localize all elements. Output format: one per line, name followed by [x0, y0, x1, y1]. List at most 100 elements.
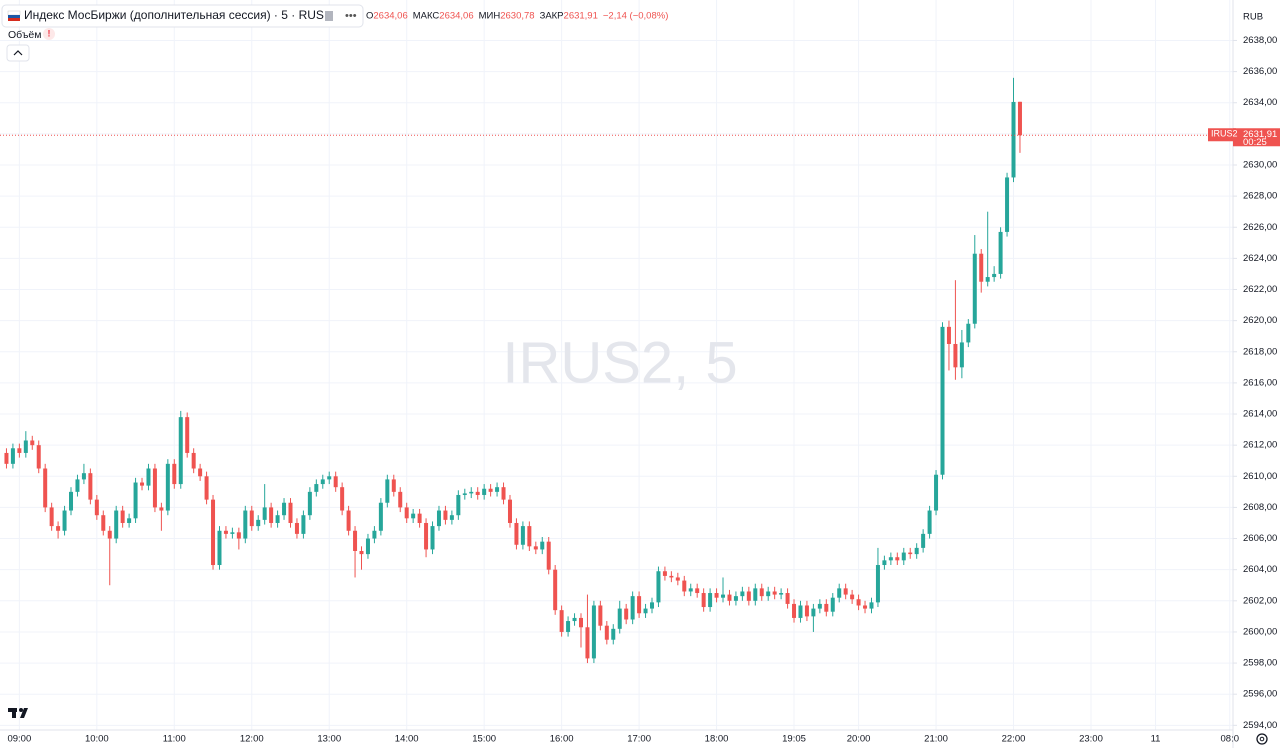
- last-price-label: 2631,91: [1243, 129, 1277, 140]
- candle-body: [895, 557, 900, 561]
- candle-body: [908, 552, 913, 555]
- compare-icon[interactable]: [325, 11, 333, 21]
- candle-body: [230, 532, 235, 534]
- candle-body: [411, 513, 416, 519]
- candle-body: [262, 507, 267, 520]
- settings-icon[interactable]: [1256, 733, 1268, 745]
- y-tick-label: 2604,00: [1243, 564, 1277, 575]
- candle-body: [140, 482, 145, 486]
- candle-body: [669, 575, 674, 578]
- candle-body: [785, 593, 790, 604]
- x-tick-label: 23:00: [1079, 734, 1103, 745]
- candle-body: [740, 591, 745, 597]
- candle-body: [114, 510, 119, 539]
- candle-body: [10, 448, 15, 464]
- candle-body: [314, 484, 319, 492]
- candle-body: [353, 530, 358, 552]
- candle-body: [191, 452, 196, 469]
- indicator-name[interactable]: Объём: [8, 29, 41, 41]
- y-tick-label: 2618,00: [1243, 346, 1277, 357]
- candle-body: [217, 530, 222, 566]
- candle-body: [282, 502, 287, 516]
- candle-body: [146, 468, 151, 486]
- legend-box[interactable]: [1, 4, 364, 28]
- candle-body: [75, 479, 80, 492]
- x-tick-label: 19:05: [782, 734, 806, 745]
- ohlc-value: 2630,78: [500, 11, 534, 22]
- candle-body: [901, 552, 906, 561]
- candle-body: [340, 487, 345, 511]
- candle-body: [269, 507, 274, 523]
- candle-body: [572, 617, 577, 622]
- y-tick-label: 2598,00: [1243, 658, 1277, 669]
- candle-body: [985, 277, 990, 282]
- candle-body: [81, 473, 86, 480]
- y-tick-label: 2616,00: [1243, 377, 1277, 388]
- last-price-box: [1233, 128, 1280, 147]
- candle-body: [378, 502, 383, 531]
- candle-body: [482, 488, 487, 495]
- currency[interactable]: RUB: [1243, 12, 1263, 23]
- symbol-title[interactable]: Индекс МосБиржи (дополнительная сессия) …: [24, 8, 324, 22]
- candle-body: [688, 588, 693, 592]
- y-tick-label: 2638,00: [1243, 35, 1277, 46]
- y-tick-label: 2634,00: [1243, 97, 1277, 108]
- candle-body: [843, 588, 848, 595]
- candle-body: [604, 625, 609, 640]
- candle-body: [172, 463, 177, 485]
- candle-body: [398, 491, 403, 508]
- candle-body: [417, 513, 422, 523]
- y-tick-label: 2626,00: [1243, 222, 1277, 233]
- candle-body: [540, 541, 545, 550]
- candle-body: [1011, 101, 1016, 178]
- indicator-warning[interactable]: [43, 28, 55, 40]
- candle-body: [998, 231, 1003, 274]
- candle-body: [275, 515, 280, 523]
- collapse-button[interactable]: [6, 44, 30, 62]
- ohlc-label: О: [366, 11, 373, 22]
- candle-body: [746, 591, 751, 601]
- candle-body: [127, 518, 132, 523]
- candle-body: [165, 463, 170, 511]
- candle-body: [391, 479, 396, 492]
- candle-body: [385, 479, 390, 503]
- candle-body: [811, 608, 816, 617]
- y-tick-label: 2610,00: [1243, 471, 1277, 482]
- candle-body: [475, 491, 480, 495]
- candle-body: [566, 621, 571, 632]
- candle-body: [766, 591, 771, 597]
- candle-body: [585, 627, 590, 659]
- candle-body: [675, 577, 680, 581]
- candle-body: [159, 507, 164, 511]
- candle-body: [43, 468, 48, 508]
- candle-body: [327, 476, 332, 480]
- ohlc-label: ЗАКР: [540, 11, 564, 22]
- more-icon[interactable]: •••: [345, 10, 357, 22]
- candle-body: [914, 547, 919, 555]
- y-tick-label: 2614,00: [1243, 409, 1277, 420]
- candle-body: [701, 593, 706, 608]
- candle-body: [204, 476, 209, 500]
- candle-body: [708, 593, 713, 608]
- candle-body: [359, 551, 364, 555]
- candle-body: [972, 253, 977, 324]
- x-tick-label: 17:00: [627, 734, 651, 745]
- flag-red: [8, 18, 20, 21]
- candle-body: [62, 510, 67, 531]
- candle-body: [959, 342, 964, 368]
- candle-body: [753, 588, 758, 601]
- candle-body: [804, 605, 809, 617]
- candle-body: [875, 565, 880, 603]
- candle-body: [940, 326, 945, 475]
- candle-body: [617, 608, 622, 629]
- watermark: IRUS2, 5: [502, 330, 737, 395]
- candle-body: [637, 596, 642, 614]
- candle-body: [992, 273, 997, 278]
- candle-body: [404, 507, 409, 519]
- ohlc-label: МАКС: [413, 11, 440, 22]
- candle-body: [817, 603, 822, 609]
- candle-body: [495, 487, 500, 492]
- candle-body: [1017, 101, 1022, 136]
- candle-body: [979, 253, 984, 282]
